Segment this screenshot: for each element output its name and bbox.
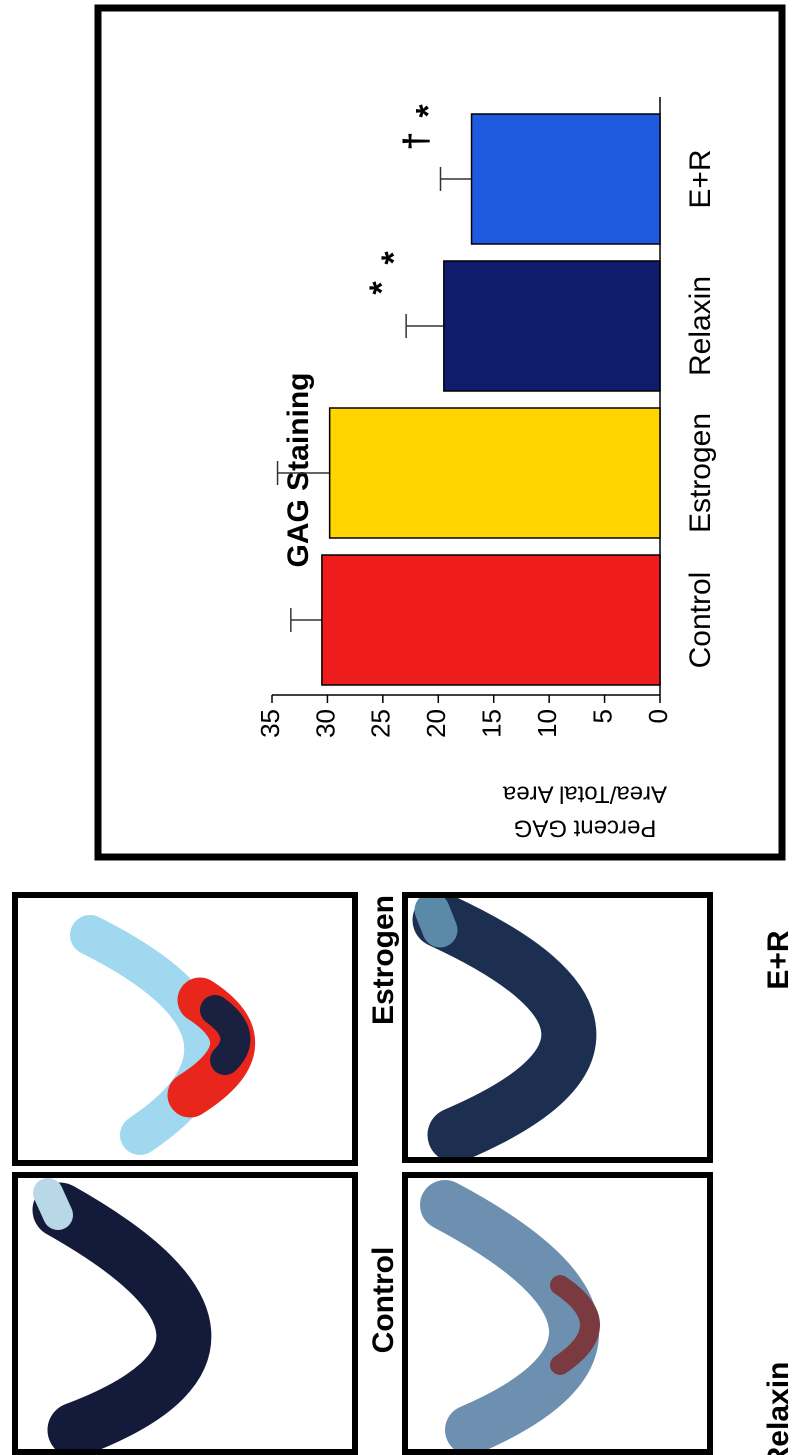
panel-label: Estrogen [367,895,400,1025]
panel-label: Control [367,1247,400,1354]
tissue-image [440,920,569,1135]
figure: GAG Staining 0 5 10 15 20 25 30 35 Percent GAG Ar… [0,0,794,1455]
x-tick-label: Relaxin [684,276,717,376]
bar [330,408,660,538]
tissue-image [432,910,440,930]
bar [444,261,660,391]
y-tick-label: 15 [477,709,507,738]
panel-label: E+R [762,930,794,990]
y-tick-label: 25 [366,709,396,738]
x-tick-label: E+R [684,149,717,208]
page: {"chart_data": {"type": "bar", "title": … [0,0,794,1455]
rotated-figure: GAG Staining 0 5 10 15 20 25 30 35 Percent GAG Ar… [15,8,794,1455]
y-tick-label: 5 [587,709,617,723]
tissue-image [445,1205,574,1430]
chart-title: GAG Staining [282,373,315,568]
bar [472,114,660,244]
annotation: * [363,281,401,295]
y-axis-label: Area/Total Area [502,781,667,808]
annotation: * [409,104,447,118]
y-tick-label: 20 [421,709,451,738]
panel-label: Relaxin [762,1362,794,1455]
y-tick-label: 30 [310,709,340,738]
annotation: † [397,132,435,151]
y-axis-label: Percent GAG [514,815,657,842]
y-tick-label: 0 [643,709,673,723]
tissue-image [48,1193,58,1215]
bar [322,555,660,685]
y-tick-label: 10 [532,709,562,738]
x-tick-label: Estrogen [684,413,717,533]
annotation: * [375,251,413,265]
y-tick-label: 35 [255,709,285,738]
x-tick-label: Control [684,572,717,669]
tissue-image [60,1210,184,1430]
